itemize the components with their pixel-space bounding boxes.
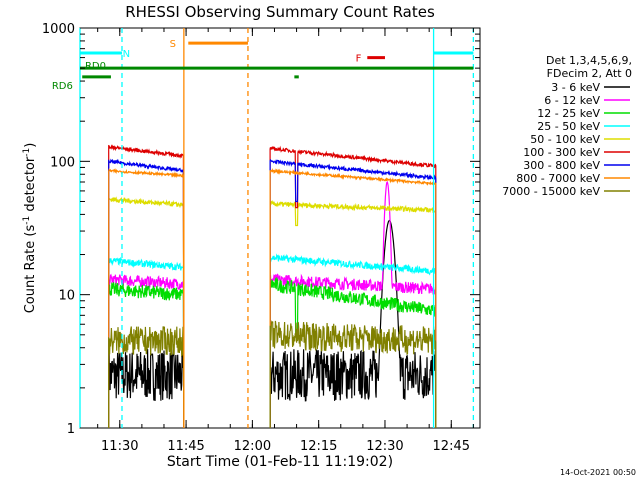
series-800-7000-kev: [108, 167, 437, 429]
axis-layer: 11:30 11:45 12:00 12:15 12:30 12:45 1 10 100 1000: [42, 22, 480, 454]
series-line: [269, 253, 437, 428]
x-tick-label: 12:30: [366, 439, 403, 454]
x-tick-label: 12:00: [234, 439, 271, 454]
series-100-300-kev: [108, 144, 437, 429]
series-line: [269, 167, 437, 428]
series-line: [108, 167, 185, 429]
series-line: [108, 256, 185, 429]
series-3-6-kev: [108, 219, 437, 429]
y-axis-label-sup1: -1: [22, 216, 32, 225]
series-line: [108, 281, 185, 429]
legend-header-detectors: Det 1,3,4,5,6,9,: [546, 54, 632, 67]
flag-label: F: [356, 54, 362, 65]
series-line: [269, 320, 437, 428]
x-tick-label: 12:45: [433, 439, 470, 454]
chart-title: RHESSI Observing Summary Count Rates: [125, 3, 435, 21]
series-line: [108, 158, 185, 429]
vline-layer: [79, 28, 475, 428]
legend-entry-label: 3 - 6 keV: [551, 81, 600, 94]
series-layer: [108, 144, 437, 429]
series-line: [108, 273, 185, 429]
plot-area: N S F RD0 RD6: [52, 27, 481, 429]
series-7000-15000-kev: [108, 320, 437, 429]
footer-timestamp: 14-Oct-2021 00:50: [560, 468, 636, 477]
series-25-50-kev: [108, 253, 437, 429]
y-axis-label-sup2: -1: [22, 148, 32, 157]
series-line: [108, 144, 185, 429]
legend: Det 1,3,4,5,6,9, FDecim 2, Att 0 3 - 6 k…: [502, 54, 632, 198]
legend-entry-label: 50 - 100 keV: [530, 133, 600, 146]
y-tick-label: 1: [67, 422, 75, 437]
flag-label: RD6: [52, 81, 73, 92]
x-tick-label: 12:15: [300, 439, 337, 454]
series-line: [269, 199, 437, 428]
legend-entry-label: 300 - 800 keV: [523, 159, 600, 172]
series-line: [269, 158, 437, 428]
series-50-100-kev: [108, 196, 437, 429]
x-tick-label: 11:45: [167, 439, 204, 454]
legend-entry-label: 25 - 50 keV: [537, 120, 600, 133]
legend-entry-label: 100 - 300 keV: [523, 146, 600, 159]
y-tick-label: 100: [50, 155, 75, 170]
x-axis-label: Start Time (01-Feb-11 11:19:02): [167, 454, 393, 470]
series-line: [108, 347, 185, 429]
y-axis-label-mid: detector: [23, 156, 38, 216]
series-line: [269, 180, 437, 428]
flag-label: S: [170, 39, 176, 50]
series-line: [269, 276, 437, 428]
x-tick-label: 11:30: [101, 439, 138, 454]
flag-label: N: [123, 49, 130, 60]
y-tick-label: 1000: [42, 22, 75, 37]
series-line: [108, 326, 185, 429]
y-axis-label-main: Count Rate (s: [23, 225, 38, 314]
flag-label: RD0: [85, 61, 106, 72]
legend-entry-label: 6 - 12 keV: [544, 94, 600, 107]
y-axis-label: Count Rate (s-1 detector-1): [22, 143, 38, 314]
series-300-800-kev: [108, 158, 437, 429]
legend-entry-label: 7000 - 15000 keV: [502, 185, 600, 198]
series-6-12-kev: [108, 180, 437, 429]
series-line: [108, 196, 185, 429]
y-tick-label: 10: [58, 289, 75, 304]
legend-entry-label: 12 - 25 keV: [537, 107, 600, 120]
series-line: [269, 145, 437, 428]
flag-layer: N S F RD0 RD6: [52, 39, 474, 92]
series-line: [269, 219, 437, 428]
legend-entry-label: 800 - 7000 keV: [516, 172, 600, 185]
y-axis-label-end: ): [23, 143, 38, 148]
legend-header-decim: FDecim 2, Att 0: [547, 67, 632, 80]
